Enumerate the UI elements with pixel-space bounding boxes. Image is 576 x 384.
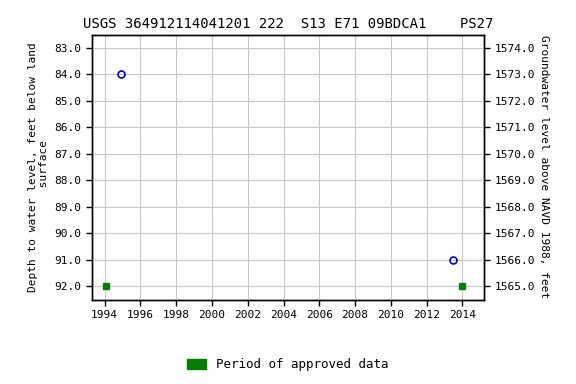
- Legend: Period of approved data: Period of approved data: [183, 353, 393, 376]
- Y-axis label: Groundwater level above NAVD 1988, feet: Groundwater level above NAVD 1988, feet: [539, 35, 549, 299]
- Title: USGS 364912114041201 222  S13 E71 09BDCA1    PS27: USGS 364912114041201 222 S13 E71 09BDCA1…: [83, 17, 493, 31]
- Y-axis label: Depth to water level, feet below land
 surface: Depth to water level, feet below land su…: [28, 42, 49, 292]
